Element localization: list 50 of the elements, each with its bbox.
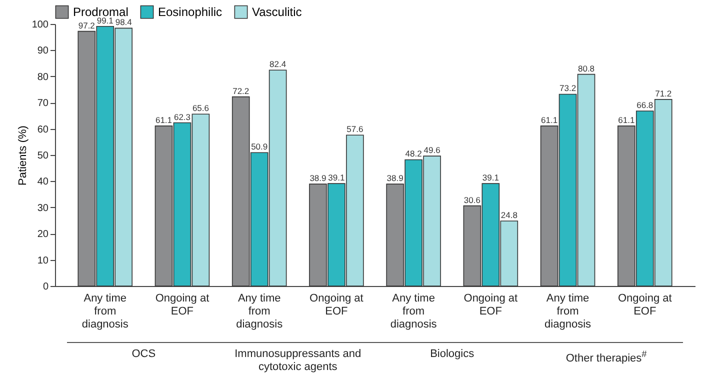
data-label: 65.6: [192, 103, 210, 114]
y-tick-label: 50: [37, 150, 49, 162]
x-tick-label: Any time from diagnosis: [82, 292, 129, 330]
text: Immunosuppressants and cytotoxic agents: [234, 348, 362, 374]
data-label: 80.8: [578, 63, 595, 74]
data-label: 98.4: [115, 17, 132, 28]
data-label: 61.1: [155, 114, 172, 125]
data-label: 24.8: [500, 210, 518, 220]
x-tick-label: Ongoing at EOF: [464, 292, 518, 318]
data-label: 38.9: [386, 173, 404, 184]
y-tick-label: 40: [37, 176, 49, 188]
x-tick-label: Any time from diagnosis: [544, 292, 592, 330]
data-label: 38.9: [310, 173, 327, 184]
data-label: 97.2: [78, 20, 96, 30]
y-tick-label: 80: [37, 72, 49, 83]
x-tick-label: Any time from diagnosis: [390, 292, 438, 330]
y-tick-label: 70: [37, 98, 49, 110]
x-tick-label: Ongoing at EOF: [618, 292, 672, 318]
text: OCS: [130, 348, 157, 361]
text: Biologics: [429, 348, 476, 361]
data-label: 39.1: [482, 172, 500, 183]
x-tick-label: Ongoing at EOF: [155, 292, 210, 318]
y-tick-label: 100: [32, 20, 49, 30]
y-tick-label: 0: [42, 282, 49, 292]
x-tick-label: Ongoing at EOF: [310, 292, 364, 318]
data-label: 82.4: [270, 59, 286, 70]
data-label: 57.6: [346, 124, 364, 134]
y-tick-label: 10: [37, 255, 49, 266]
y-tick-label: 90: [37, 46, 49, 57]
y-tick-label: 30: [37, 202, 49, 214]
data-label: 72.2: [232, 86, 250, 96]
data-label: 48.2: [405, 148, 422, 159]
data-label: 73.2: [560, 83, 576, 94]
data-label: 62.3: [174, 112, 191, 122]
y-tick-label: 60: [37, 124, 49, 136]
data-label: 61.1: [618, 114, 635, 125]
data-label: 49.6: [424, 145, 441, 156]
data-label: 71.2: [655, 88, 672, 98]
text: Other therapies$^{#}$: [564, 348, 648, 366]
data-label: 99.1: [96, 15, 114, 26]
data-label: 50.9: [251, 142, 268, 152]
data-label: 30.6: [464, 194, 481, 205]
y-axis-title: Patients (%): [16, 126, 29, 186]
x-tick-label: Any time from diagnosis: [236, 292, 284, 330]
data-label: 61.1: [541, 114, 558, 125]
legend-label: Vasculitic: [252, 5, 302, 20]
data-label: 66.8: [636, 100, 654, 110]
legend-label: Eosinophilic: [158, 5, 222, 20]
y-tick-label: 20: [37, 229, 49, 240]
data-label: 39.1: [328, 172, 345, 183]
